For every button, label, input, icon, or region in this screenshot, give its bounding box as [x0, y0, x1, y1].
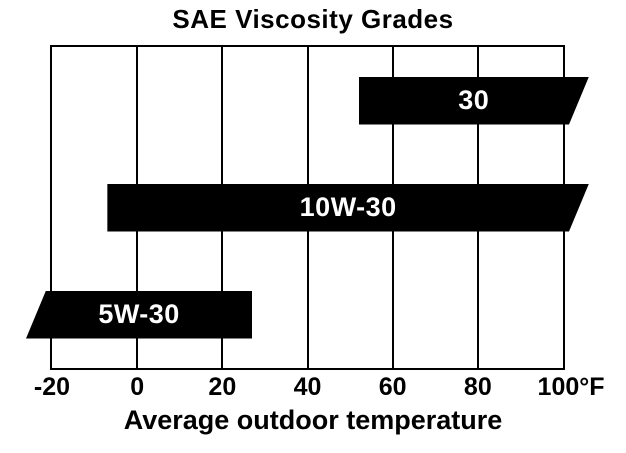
grade-bar-10W-30: 10W-30	[107, 184, 589, 232]
x-tick-label-60: 60	[378, 373, 407, 401]
grade-bar-30: 30	[359, 77, 589, 125]
x-tick-label--20: -20	[33, 373, 71, 401]
grade-bar-label: 30	[458, 85, 490, 115]
chart-title: SAE Viscosity Grades	[172, 4, 454, 34]
x-tick-label-80: 80	[463, 373, 492, 401]
x-tick-label-0: 0	[130, 373, 145, 401]
x-tick-label-40: 40	[293, 373, 322, 401]
plot-inner: 30 10W-30 5W-30	[26, 47, 563, 368]
x-axis-tick-labels: -20 0 20 40 60 80 100°F	[34, 373, 605, 403]
x-axis-title: Average outdoor temperature	[123, 405, 503, 435]
x-tick-label-100: 100°F	[537, 373, 605, 401]
grade-bar-label: 5W-30	[98, 299, 180, 329]
x-tick-label-20: 20	[208, 373, 237, 401]
grade-bar-label: 10W-30	[299, 192, 397, 222]
plot-area: 30 10W-30 5W-30	[26, 45, 565, 370]
grade-bar-5W-30: 5W-30	[26, 290, 253, 339]
